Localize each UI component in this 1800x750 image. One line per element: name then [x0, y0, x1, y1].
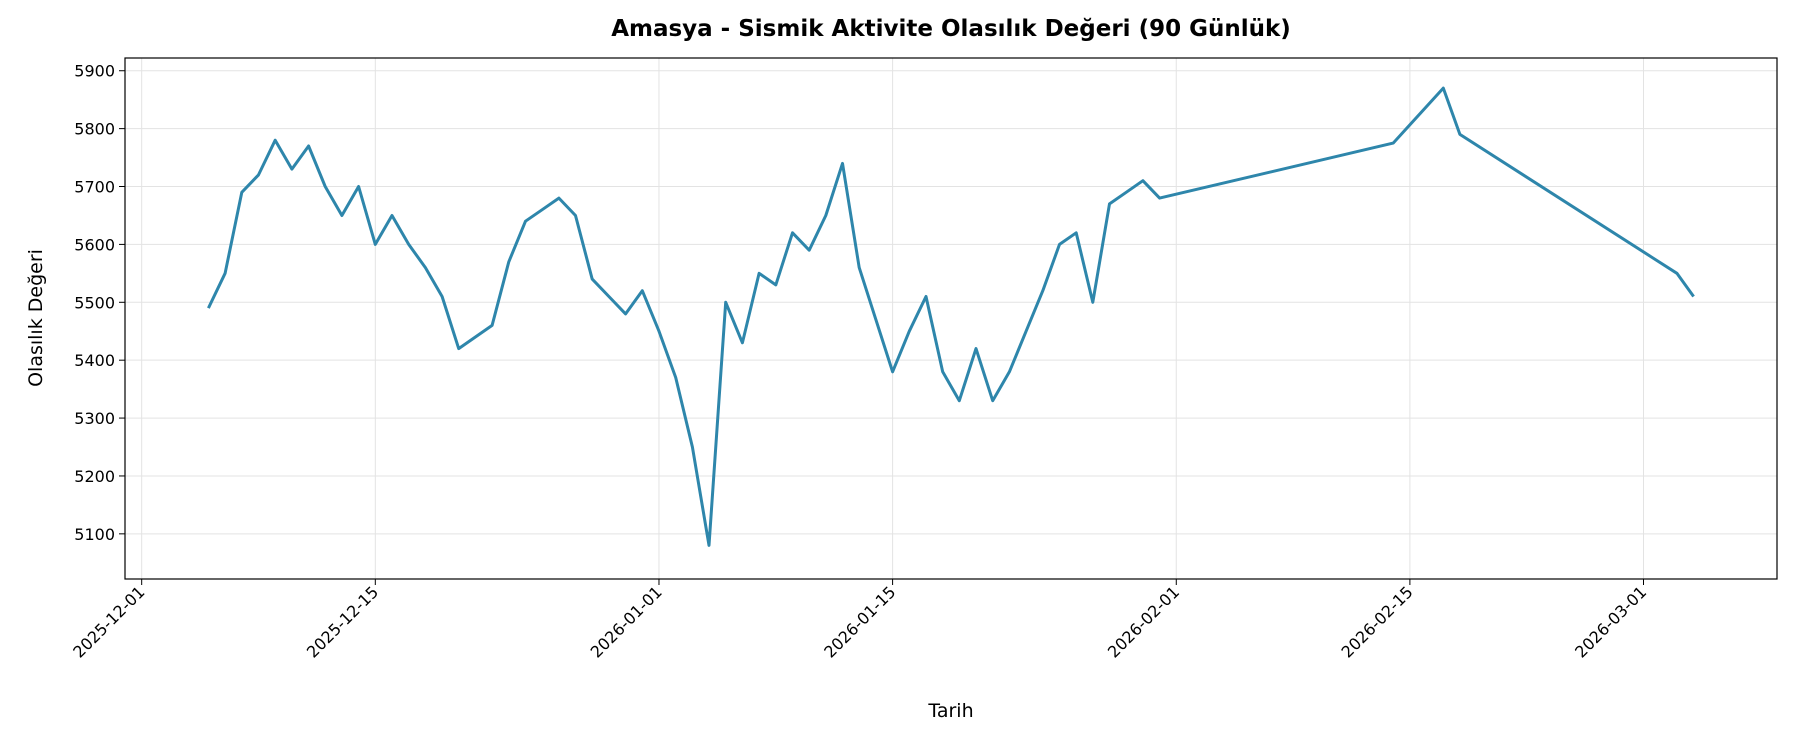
x-tick-label: 2026-01-01 — [587, 582, 666, 661]
x-tick-label: 2026-01-15 — [820, 582, 899, 661]
x-tick-label: 2026-02-15 — [1338, 582, 1417, 661]
x-tick-label: 2026-02-01 — [1104, 582, 1183, 661]
y-tick-label: 5100 — [74, 525, 115, 544]
y-tick-label: 5200 — [74, 467, 115, 486]
y-tick-label: 5800 — [74, 120, 115, 139]
chart-title: Amasya - Sismik Aktivite Olasılık Değeri… — [611, 16, 1291, 42]
x-axis-label: Tarih — [927, 700, 973, 722]
y-tick-label: 5300 — [74, 409, 115, 428]
y-axis-label: Olasılık Değeri — [25, 249, 47, 387]
plot-frame — [124, 57, 1778, 580]
y-tick-label: 5900 — [74, 62, 115, 81]
x-tick-label: 2026-03-01 — [1571, 582, 1650, 661]
y-tick-label: 5500 — [74, 293, 115, 312]
data-line — [207, 86, 1695, 547]
y-tick-label: 5400 — [74, 351, 115, 370]
x-tick-label: 2025-12-15 — [303, 582, 382, 661]
y-tick-label: 5600 — [74, 235, 115, 254]
y-tick-label: 5700 — [74, 178, 115, 197]
x-tick-label: 2025-12-01 — [69, 582, 148, 661]
